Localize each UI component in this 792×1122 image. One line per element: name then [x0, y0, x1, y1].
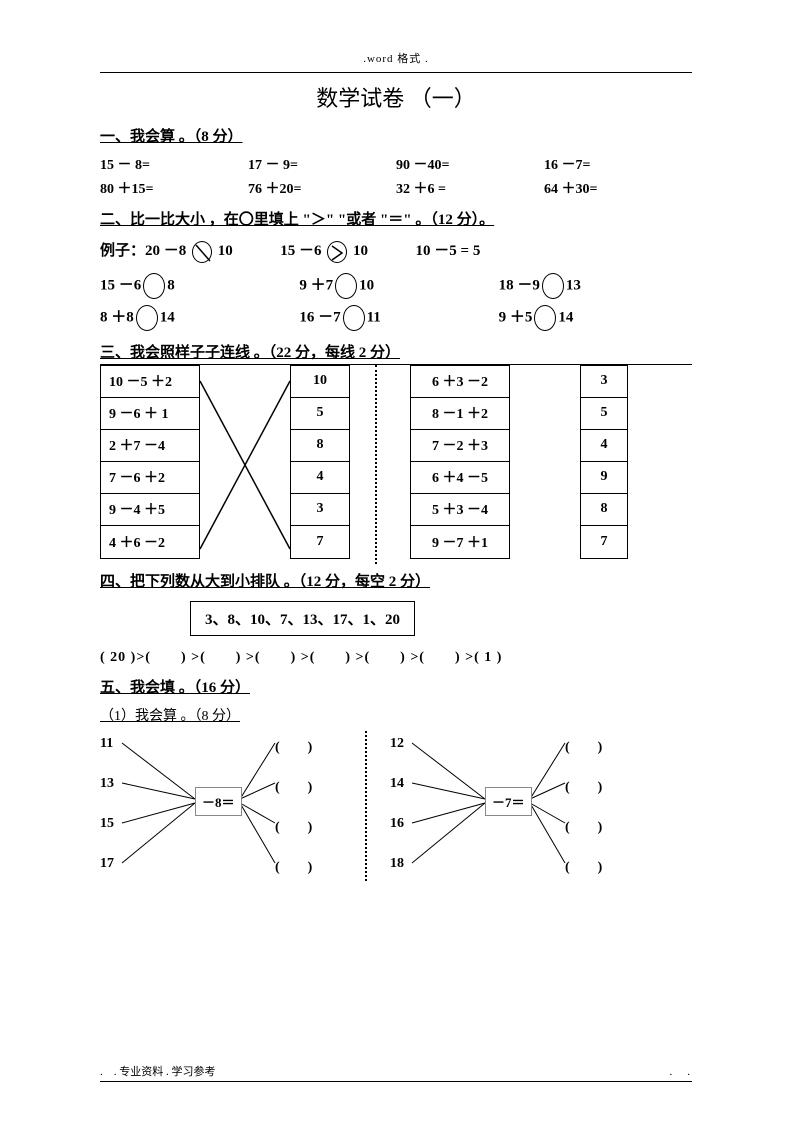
footer-dots: . .: [670, 1063, 693, 1079]
oval-marker-icon: [192, 241, 212, 263]
q2-ex-text: 例子：20 －8: [100, 243, 186, 259]
q3-ans: 3: [581, 366, 627, 398]
q3-ans: 3: [291, 494, 349, 526]
q2-ex-text: 10: [218, 243, 233, 259]
q2-ex-text: 15 －6: [280, 243, 321, 259]
q3-ans: 4: [581, 430, 627, 462]
q2-ex-text: 10 －5 = 5: [416, 243, 481, 259]
q3-ans: 5: [581, 398, 627, 430]
vertical-divider: [365, 731, 367, 881]
q4-number-box: 3、8、10、7、13、17、1、20: [190, 601, 415, 636]
q3-expr: 4 ＋6 －2: [101, 526, 199, 558]
q2-expr: 16 －7: [299, 309, 340, 325]
q3-expr: 5 ＋3 －4: [411, 494, 509, 526]
q1-cell: 17 － 9=: [248, 154, 396, 174]
q1-cell: 80 ＋15=: [100, 178, 248, 198]
footer-text: . . 专业资料 . 学习参考: [100, 1066, 216, 1078]
q3-ans: 8: [581, 494, 627, 526]
q1-cell: 64 ＋30=: [544, 178, 692, 198]
q3-expr: 9 －6 ＋ 1: [101, 398, 199, 430]
q3-ans: 7: [581, 526, 627, 558]
q3-expr: 6 ＋3 －2: [411, 366, 509, 398]
q3-expr: 8 －1 ＋2: [411, 398, 509, 430]
page-footer: . . 专业资料 . 学习参考 . .: [100, 1063, 692, 1082]
q2-num: 14: [558, 309, 573, 325]
oval-blank-icon: [335, 273, 357, 299]
q1-row: 15 － 8= 17 － 9= 90 －40= 16 －7=: [100, 154, 692, 174]
q1-cell: 32 ＋6 =: [396, 178, 544, 198]
q3-ans: 7: [291, 526, 349, 558]
q5-blank: ( ): [565, 736, 602, 756]
q5-blank: ( ): [565, 816, 602, 836]
oval-marker-icon: [327, 241, 347, 263]
q2-heading: 二、比一比大小 ，在〇里填上 "＞" "或者 "＝" 。（12 分）。: [100, 208, 692, 229]
q5-op-box: －7＝: [485, 787, 532, 816]
q3-heading: 三、我会照样子子连线 。（22 分，每线 2 分）: [100, 341, 692, 362]
document-title: 数学试卷 （一）: [100, 81, 692, 113]
q4-ordering: ( 20 )>( ) >( ) >( ) >( ) >( ) >( ) >( 1…: [100, 646, 692, 666]
q2-row: 15 －6 8 9 ＋7 10 18 －9 13: [100, 273, 692, 299]
oval-blank-icon: [343, 305, 365, 331]
q1-cell: 15 － 8=: [100, 154, 248, 174]
q2-expr: 18 －9: [499, 277, 540, 293]
oval-blank-icon: [534, 305, 556, 331]
q5-diagram: 11 13 15 17 －8＝ ( ) ( ) ( ) ( ) 12 14 16…: [100, 731, 692, 881]
q5-blank: ( ): [275, 736, 312, 756]
oval-blank-icon: [143, 273, 165, 299]
q2-ex-text: 10: [353, 243, 368, 259]
q5-sub-heading: （1）我会算 。（8 分）: [100, 705, 692, 725]
vertical-divider: [375, 365, 377, 564]
page-header: .word 格式 .: [100, 50, 692, 66]
q3-expr: 2 ＋7 －4: [101, 430, 199, 462]
q3-expr: 9 －7 ＋1: [411, 526, 509, 558]
q5-heading: 五、我会填 。（16 分）: [100, 676, 692, 697]
q4-heading: 四、把下列数从大到小排队 。（12 分，每空 2 分）: [100, 570, 692, 591]
q2-expr: 9 ＋7: [299, 277, 333, 293]
q1-cell: 16 －7=: [544, 154, 692, 174]
q5-blank: ( ): [275, 856, 312, 876]
q3-diagram: 10 －5 ＋2 9 －6 ＋ 1 2 ＋7 －4 7 －6 ＋2 9 －4 ＋…: [100, 364, 692, 564]
q3-ans: 9: [581, 462, 627, 494]
q5-blank: ( ): [565, 776, 602, 796]
q2-num: 8: [167, 277, 175, 293]
oval-blank-icon: [542, 273, 564, 299]
header-rule: [100, 72, 692, 73]
q2-expr: 8 ＋8: [100, 309, 134, 325]
q2-num: 14: [160, 309, 175, 325]
q2-expr: 15 －6: [100, 277, 141, 293]
q3-expr: 7 －6 ＋2: [101, 462, 199, 494]
q5-blank: ( ): [275, 816, 312, 836]
q5-op-box: －8＝: [195, 787, 242, 816]
q3-ans: 8: [291, 430, 349, 462]
q2-num: 10: [359, 277, 374, 293]
q3-expr: 9 －4 ＋5: [101, 494, 199, 526]
q5-blank: ( ): [565, 856, 602, 876]
q2-example: 例子：20 －8 10 15 －6 10 10 －5 = 5: [100, 239, 692, 263]
q3-ans: 4: [291, 462, 349, 494]
q1-cell: 90 －40=: [396, 154, 544, 174]
q3-expr: 7 －2 ＋3: [411, 430, 509, 462]
q3-expr: 10 －5 ＋2: [101, 366, 199, 398]
q3-ans: 10: [291, 366, 349, 398]
q2-expr: 9 ＋5: [499, 309, 533, 325]
q5-blank: ( ): [275, 776, 312, 796]
oval-blank-icon: [136, 305, 158, 331]
q1-cell: 76 ＋20=: [248, 178, 396, 198]
q1-row: 80 ＋15= 76 ＋20= 32 ＋6 = 64 ＋30=: [100, 178, 692, 198]
q3-ans: 5: [291, 398, 349, 430]
q2-num: 13: [566, 277, 581, 293]
q2-row: 8 ＋8 14 16 －7 11 9 ＋5 14: [100, 305, 692, 331]
q1-heading: 一、我会算 。（8 分）: [100, 125, 692, 146]
q2-num: 11: [367, 309, 381, 325]
q3-expr: 6 ＋4 －5: [411, 462, 509, 494]
